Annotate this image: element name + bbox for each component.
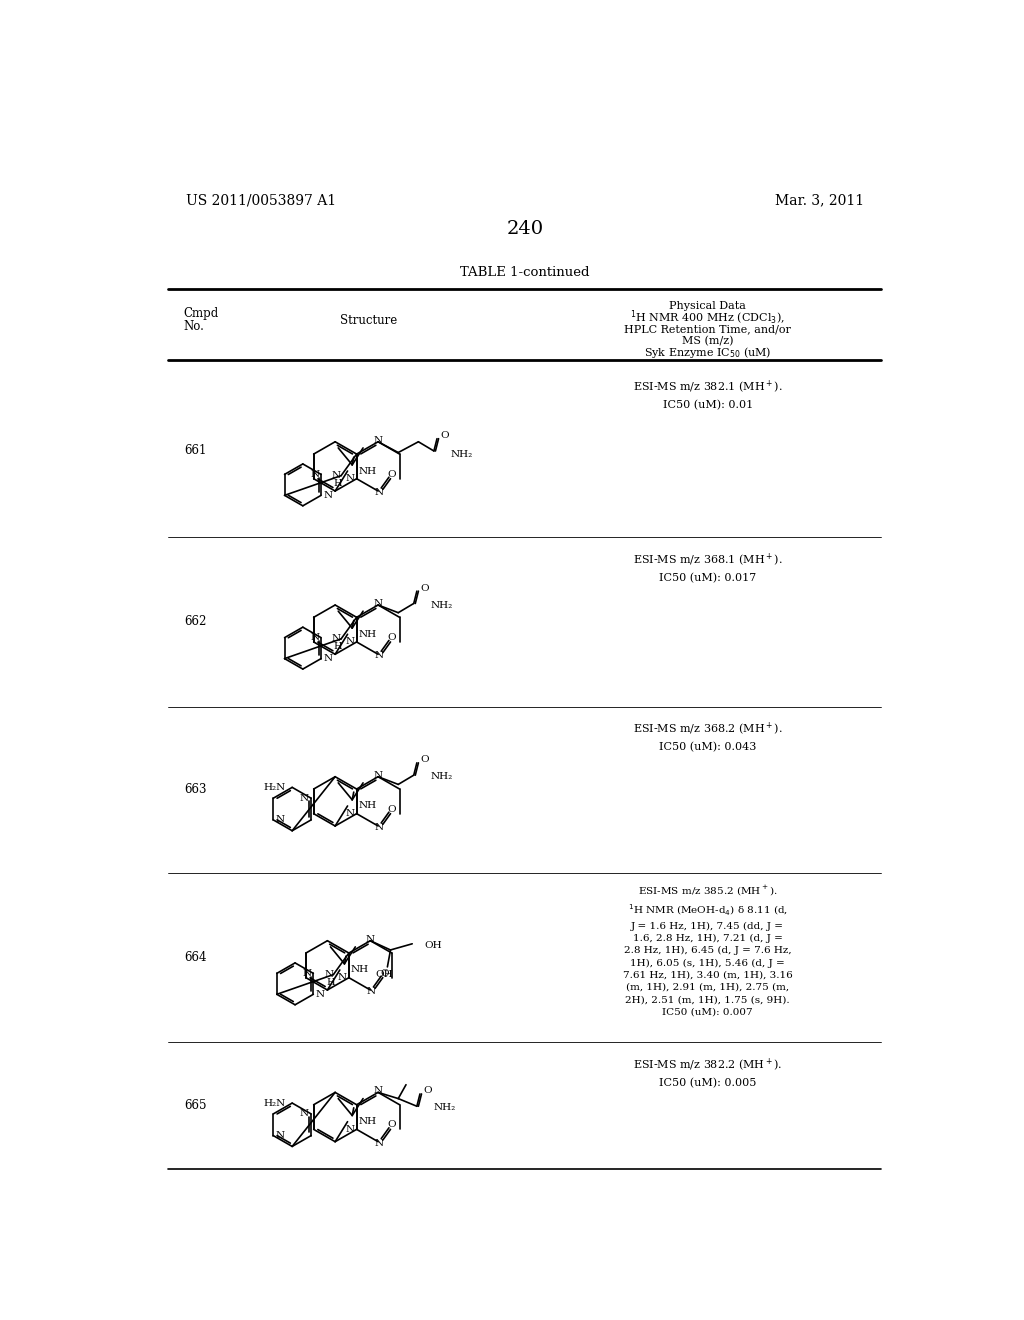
Text: N: N [310,470,319,479]
Text: ESI-MS m/z 385.2 (MH$^+$).
$^1$H NMR (MeOH-d$_4$) δ 8.11 (d,
J = 1.6 Hz, 1H), 7.: ESI-MS m/z 385.2 (MH$^+$). $^1$H NMR (Me… [623,884,793,1016]
Text: NH₂: NH₂ [434,1104,456,1113]
Text: NH₂: NH₂ [451,450,473,458]
Text: N: N [324,491,333,500]
Text: N: N [332,471,341,480]
Text: O: O [388,632,396,642]
Text: NH: NH [358,801,377,810]
Text: O: O [420,755,429,764]
Text: 664: 664 [183,952,206,964]
Text: Cmpd: Cmpd [183,308,219,321]
Text: $^1$H NMR 400 MHz (CDCl$_3$),: $^1$H NMR 400 MHz (CDCl$_3$), [631,309,785,327]
Text: ESI-MS m/z 368.1 (MH$^+$).
IC50 (uM): 0.017: ESI-MS m/z 368.1 (MH$^+$). IC50 (uM): 0.… [633,552,782,583]
Text: 665: 665 [183,1100,206,1111]
Text: N: N [275,816,285,825]
Text: O: O [388,1121,396,1129]
Text: N: N [375,488,383,498]
Text: N: N [366,935,375,944]
Text: OH: OH [425,941,442,950]
Text: TABLE 1-continued: TABLE 1-continued [460,265,590,279]
Text: N: N [374,771,383,780]
Text: US 2011/0053897 A1: US 2011/0053897 A1 [186,194,336,207]
Text: O: O [388,470,396,479]
Text: NH: NH [358,1117,377,1126]
Text: N: N [338,973,346,982]
Text: Physical Data: Physical Data [670,301,746,312]
Text: O: O [423,1086,432,1096]
Text: N: N [324,655,333,663]
Text: 240: 240 [506,220,544,238]
Text: Mar. 3, 2011: Mar. 3, 2011 [775,194,864,207]
Text: Syk Enzyme IC$_{50}$ (uM): Syk Enzyme IC$_{50}$ (uM) [644,345,771,360]
Text: NH₂: NH₂ [431,601,453,610]
Text: N: N [375,651,383,660]
Text: O: O [440,432,450,440]
Text: 663: 663 [183,783,206,796]
Text: N: N [345,809,354,818]
Text: No.: No. [183,319,205,333]
Text: MS (m/z): MS (m/z) [682,335,733,346]
Text: N: N [374,1086,383,1096]
Text: N: N [374,599,383,609]
Text: NH: NH [358,466,377,475]
Text: 661: 661 [183,445,206,458]
Text: N: N [315,990,325,999]
Text: NH: NH [358,630,377,639]
Text: HPLC Retention Time, and/or: HPLC Retention Time, and/or [625,325,792,334]
Text: H: H [334,642,342,651]
Text: NH: NH [350,965,369,974]
Text: OH: OH [376,970,393,979]
Text: N: N [375,1139,383,1147]
Text: ESI-MS m/z 382.2 (MH$^+$).
IC50 (uM): 0.005: ESI-MS m/z 382.2 (MH$^+$). IC50 (uM): 0.… [633,1056,782,1088]
Text: ESI-MS m/z 368.2 (MH$^+$).
IC50 (uM): 0.043: ESI-MS m/z 368.2 (MH$^+$). IC50 (uM): 0.… [633,721,782,752]
Text: H₂N: H₂N [264,783,286,792]
Text: N: N [345,474,354,483]
Text: N: N [303,969,311,978]
Text: H: H [334,479,342,488]
Text: N: N [367,987,376,997]
Text: H: H [326,978,335,987]
Text: H₂N: H₂N [264,1098,286,1107]
Text: N: N [345,638,354,647]
Text: N: N [310,634,319,642]
Text: N: N [374,436,383,445]
Text: N: N [345,1125,354,1134]
Text: N: N [375,824,383,832]
Text: N: N [332,635,341,643]
Text: O: O [380,969,389,978]
Text: 662: 662 [183,615,206,628]
Text: NH₂: NH₂ [431,772,453,781]
Text: N: N [275,1131,285,1140]
Text: N: N [300,793,309,803]
Text: Structure: Structure [340,314,397,326]
Text: O: O [420,583,429,593]
Text: N: N [300,1109,309,1118]
Text: N: N [325,970,334,979]
Text: O: O [388,805,396,813]
Text: ESI-MS m/z 382.1 (MH$^+$).
IC50 (uM): 0.01: ESI-MS m/z 382.1 (MH$^+$). IC50 (uM): 0.… [633,379,782,411]
